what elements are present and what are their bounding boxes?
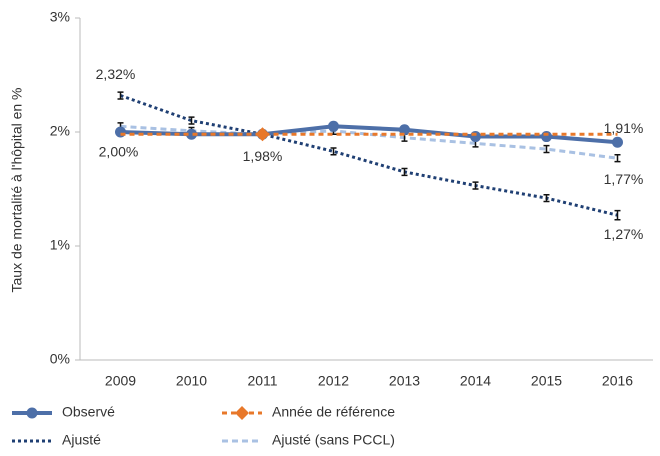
marker: [470, 131, 481, 143]
legend-label: Ajusté (sans PCCL): [272, 432, 395, 448]
y-axis-label: Taux de mortalité à l'hôpital en %: [9, 87, 25, 292]
y-tick-label: 2%: [50, 123, 70, 139]
data-label: 1,91%: [604, 120, 644, 136]
error-bar: [614, 154, 621, 163]
x-tick-label: 2012: [318, 373, 349, 389]
error-bar: [543, 144, 550, 154]
error-bar: [543, 193, 550, 203]
x-tick-label: 2009: [105, 373, 136, 389]
error-bar: [472, 181, 479, 190]
x-tick-label: 2015: [531, 373, 562, 389]
y-tick-label: 3%: [50, 9, 70, 25]
error-bar: [614, 209, 621, 221]
marker: [612, 136, 623, 148]
marker: [328, 120, 339, 132]
data-label: 2,00%: [99, 144, 139, 160]
marker: [255, 127, 270, 142]
x-tick-label: 2014: [460, 373, 491, 389]
marker: [541, 131, 552, 143]
legend-label: Observé: [62, 404, 115, 420]
legend-label: Ajusté: [62, 432, 101, 448]
marker: [115, 126, 126, 138]
x-tick-label: 2013: [389, 373, 420, 389]
x-tick-label: 2011: [247, 373, 277, 389]
error-bar: [401, 167, 408, 177]
data-label: 1,27%: [604, 226, 644, 242]
error-bar: [330, 147, 337, 156]
series-line: [120, 94, 618, 217]
data-label: 1,98%: [243, 148, 283, 164]
marker: [399, 124, 410, 136]
data-label: 1,77%: [604, 171, 644, 187]
x-tick-label: 2010: [176, 373, 207, 389]
marker: [186, 128, 197, 140]
legend-marker: [26, 407, 38, 419]
y-tick-label: 1%: [50, 237, 70, 253]
legend-marker: [235, 406, 249, 420]
error-bar: [188, 116, 195, 125]
series-line: [120, 124, 618, 160]
legend-label: Année de référence: [272, 404, 395, 420]
x-tick-label: 2016: [602, 373, 633, 389]
y-tick-label: 0%: [50, 351, 70, 367]
error-bar: [117, 91, 124, 100]
data-label: 2,32%: [96, 66, 136, 82]
